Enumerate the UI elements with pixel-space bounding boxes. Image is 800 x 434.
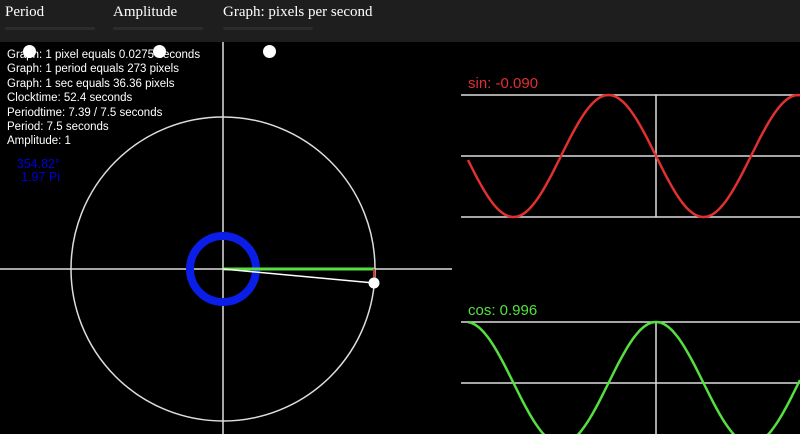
info-panel: Graph: 1 pixel equals 0.0275 seconds Gra… bbox=[7, 48, 200, 149]
amplitude-slider[interactable] bbox=[113, 27, 203, 58]
period-label: Period bbox=[5, 4, 45, 20]
angle-readout: 354.82° 1.97 Pi bbox=[10, 158, 60, 184]
info-line: Graph: 1 period equals 273 pixels bbox=[7, 63, 179, 76]
period-control: Period bbox=[5, 4, 95, 58]
angle-pi: 1.97 Pi bbox=[21, 170, 60, 184]
info-line: Periodtime: 7.39 / 7.5 seconds bbox=[7, 106, 163, 119]
graph-speed-control: Graph: pixels per second bbox=[223, 4, 373, 58]
graph-speed-slider[interactable] bbox=[223, 27, 313, 58]
angle-degrees: 354.82° bbox=[16, 157, 60, 171]
graph-speed-slider-thumb[interactable] bbox=[263, 45, 276, 58]
info-line: Graph: 1 pixel equals 0.0275 seconds bbox=[7, 49, 201, 61]
period-slider[interactable] bbox=[5, 27, 95, 58]
sin-label: sin: -0.090 bbox=[468, 75, 539, 92]
info-line: Period: 7.5 seconds bbox=[7, 121, 109, 134]
amplitude-label: Amplitude bbox=[113, 4, 178, 20]
sin-curve bbox=[466, 93, 800, 219]
graph-speed-label: Graph: pixels per second bbox=[223, 4, 373, 20]
amplitude-slider-thumb[interactable] bbox=[153, 45, 166, 58]
circle-point bbox=[368, 277, 380, 289]
radius-line bbox=[222, 268, 375, 284]
info-line: Clocktime: 52.4 seconds bbox=[7, 92, 133, 105]
info-line: Amplitude: 1 bbox=[7, 135, 71, 148]
period-slider-thumb[interactable] bbox=[23, 45, 36, 58]
controls-bar: Period Amplitude Graph: pixels per secon… bbox=[0, 0, 800, 58]
cos-label: cos: 0.996 bbox=[468, 302, 538, 319]
amplitude-control: Amplitude bbox=[113, 4, 203, 58]
info-line: Graph: 1 sec equals 36.36 pixels bbox=[7, 77, 175, 90]
cos-curve bbox=[467, 320, 800, 434]
